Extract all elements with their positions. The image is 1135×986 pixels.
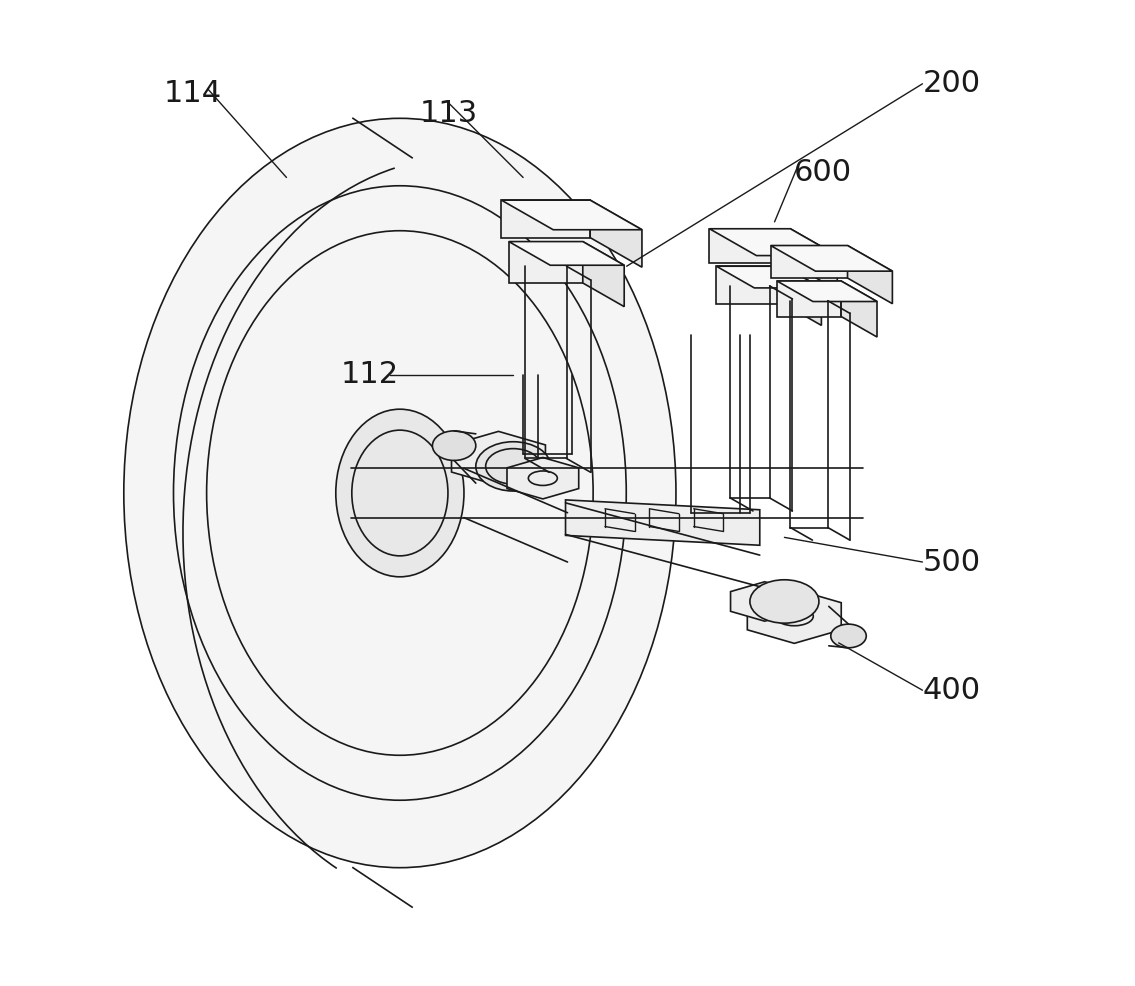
Polygon shape bbox=[771, 246, 848, 278]
Text: 400: 400 bbox=[923, 675, 981, 705]
Ellipse shape bbox=[432, 431, 476, 460]
Polygon shape bbox=[582, 242, 624, 307]
Polygon shape bbox=[777, 281, 877, 302]
Polygon shape bbox=[716, 266, 783, 304]
Ellipse shape bbox=[124, 118, 676, 868]
Text: 114: 114 bbox=[163, 79, 221, 107]
Text: 200: 200 bbox=[923, 69, 981, 98]
Polygon shape bbox=[777, 281, 841, 317]
Ellipse shape bbox=[831, 624, 866, 648]
Polygon shape bbox=[731, 582, 799, 621]
Polygon shape bbox=[709, 229, 790, 263]
Polygon shape bbox=[502, 200, 590, 238]
Polygon shape bbox=[771, 246, 892, 271]
Polygon shape bbox=[452, 432, 546, 485]
Text: 113: 113 bbox=[420, 99, 478, 127]
Ellipse shape bbox=[336, 409, 464, 577]
Polygon shape bbox=[507, 458, 579, 499]
Polygon shape bbox=[848, 246, 892, 304]
Text: 112: 112 bbox=[340, 360, 398, 389]
Polygon shape bbox=[709, 229, 838, 255]
Text: 500: 500 bbox=[923, 547, 981, 577]
Polygon shape bbox=[565, 500, 759, 545]
Polygon shape bbox=[790, 229, 838, 290]
Polygon shape bbox=[508, 242, 624, 265]
Polygon shape bbox=[783, 266, 822, 325]
Polygon shape bbox=[508, 242, 582, 283]
Polygon shape bbox=[716, 266, 822, 288]
Polygon shape bbox=[747, 589, 841, 644]
Ellipse shape bbox=[476, 442, 550, 491]
Polygon shape bbox=[841, 281, 877, 337]
Text: 600: 600 bbox=[794, 158, 852, 186]
Polygon shape bbox=[502, 200, 642, 230]
Polygon shape bbox=[590, 200, 642, 267]
Ellipse shape bbox=[750, 580, 819, 623]
